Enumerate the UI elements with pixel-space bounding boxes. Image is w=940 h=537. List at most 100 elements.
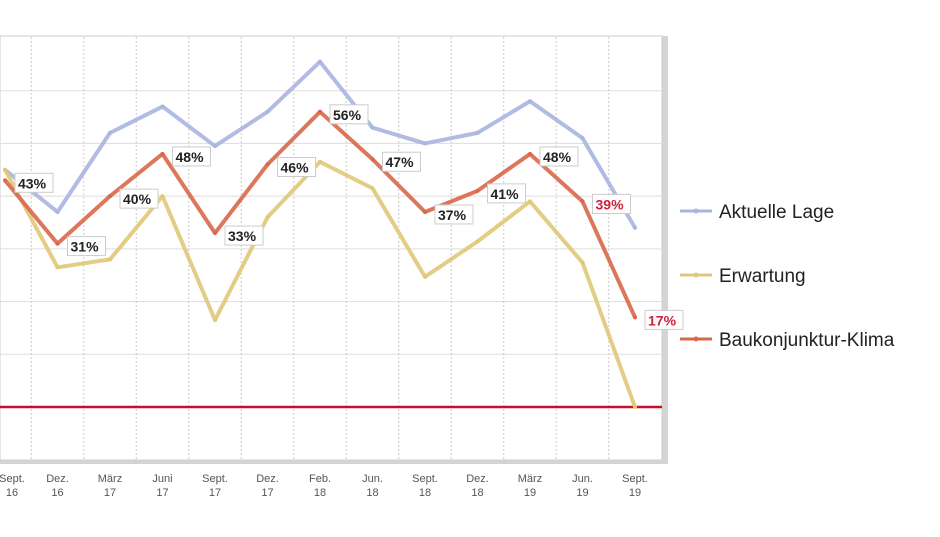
- x-tick-label: Sept.: [622, 473, 648, 485]
- data-label-box: [14, 172, 54, 193]
- data-point: [423, 209, 427, 214]
- data-labels: 43% 31% 40% 48% 33% 46% 56% 47% 37% 41% 48% 39% 17%: [14, 104, 684, 330]
- x-tick-label: März: [98, 473, 122, 485]
- legend-marker: [693, 272, 699, 278]
- data-point: [3, 178, 7, 183]
- legend-item: Erwartung: [680, 266, 806, 287]
- data-label: 39%: [596, 196, 625, 212]
- x-tick-label: Dez.: [466, 473, 489, 485]
- data-point: [423, 141, 427, 146]
- x-tick-label: Juni: [152, 473, 172, 485]
- data-point: [633, 315, 637, 320]
- x-tick-label: Sept.: [0, 473, 25, 485]
- data-point: [580, 136, 585, 141]
- x-tick-label: 19: [524, 487, 536, 499]
- data-point: [633, 225, 637, 230]
- data-point: [160, 194, 165, 199]
- data-label: 43%: [18, 175, 47, 191]
- legend-label: Aktuelle Lage: [719, 202, 834, 223]
- x-axis-ticks: Sept. 16 Dez. 16 März 17 Juni 17 Sept. 17 Dez. 17 Fe…: [0, 473, 648, 499]
- x-tick-label: 18: [366, 487, 378, 499]
- data-point: [3, 167, 7, 172]
- data-point: [55, 241, 60, 246]
- data-label: 48%: [543, 149, 572, 165]
- x-tick-label: Sept.: [202, 473, 228, 485]
- x-tick-label: 17: [209, 487, 221, 499]
- x-tick-label: 17: [156, 487, 168, 499]
- x-tick-label: Sept.: [412, 473, 438, 485]
- x-tick-label: 18: [314, 487, 326, 499]
- data-point: [265, 162, 270, 167]
- data-label: 48%: [176, 149, 205, 165]
- data-point: [318, 59, 322, 64]
- legend: Aktuelle Lage Erwartung Baukonjunktur-Klim…: [680, 202, 895, 351]
- data-label-box: [172, 146, 211, 167]
- x-tick-label: Feb.: [309, 473, 331, 485]
- data-label-box: [434, 204, 474, 225]
- data-point: [160, 151, 165, 156]
- data-label-box: [382, 151, 421, 172]
- data-point: [55, 265, 60, 270]
- legend-label: Erwartung: [719, 266, 806, 287]
- data-label-box: [119, 188, 159, 209]
- data-point: [528, 199, 532, 204]
- legend-label: Baukonjunktur-Klima: [719, 330, 895, 351]
- data-point: [370, 157, 375, 162]
- data-label: 46%: [281, 160, 310, 176]
- data-label: 56%: [333, 107, 362, 123]
- data-label-box: [277, 157, 316, 178]
- data-point: [160, 104, 165, 109]
- data-label: 33%: [228, 228, 257, 244]
- data-point: [475, 130, 480, 135]
- data-point: [108, 257, 112, 262]
- legend-item: Aktuelle Lage: [680, 202, 834, 223]
- data-label-box: [329, 104, 369, 125]
- x-tick-label: 17: [261, 487, 273, 499]
- data-label-box: [539, 146, 579, 167]
- x-tick-label: 17: [104, 487, 116, 499]
- x-tick-label: Jun.: [362, 473, 383, 485]
- data-point: [318, 159, 322, 164]
- data-label: 41%: [491, 186, 520, 202]
- x-tick-label: März: [518, 473, 542, 485]
- data-point: [580, 199, 585, 204]
- data-point: [475, 188, 480, 193]
- data-label-box: [67, 236, 106, 257]
- data-point: [108, 194, 112, 199]
- legend-marker: [693, 336, 699, 342]
- data-point: [213, 144, 217, 149]
- data-point: [528, 99, 532, 104]
- data-label: 37%: [438, 207, 467, 223]
- series-group: [3, 59, 637, 409]
- data-label: 40%: [123, 191, 152, 207]
- legend-item: Baukonjunktur-Klima: [680, 330, 895, 351]
- x-tick-label: 16: [6, 487, 18, 499]
- x-tick-label: Dez.: [256, 473, 279, 485]
- data-label: 17%: [648, 312, 677, 328]
- x-tick-label: 18: [471, 487, 483, 499]
- data-point: [370, 125, 375, 130]
- data-point: [580, 260, 585, 265]
- data-label: 31%: [71, 239, 100, 255]
- data-label: 47%: [386, 154, 415, 170]
- x-tick-label: Dez.: [46, 473, 69, 485]
- data-point: [370, 186, 375, 191]
- data-point: [423, 274, 427, 279]
- x-tick-label: 16: [51, 487, 63, 499]
- x-tick-label: 19: [629, 487, 641, 499]
- x-tick-label: 19: [576, 487, 588, 499]
- data-point: [55, 209, 60, 214]
- data-label-box: [592, 193, 631, 214]
- data-point: [265, 215, 270, 220]
- data-point: [633, 405, 637, 409]
- data-label-box: [644, 309, 684, 330]
- x-tick-label: 18: [419, 487, 431, 499]
- data-point: [265, 109, 270, 114]
- x-tick-label: Jun.: [572, 473, 593, 485]
- data-point: [318, 109, 322, 114]
- legend-marker: [693, 208, 699, 214]
- data-point: [108, 130, 112, 135]
- data-point: [475, 239, 480, 244]
- data-point: [213, 231, 217, 236]
